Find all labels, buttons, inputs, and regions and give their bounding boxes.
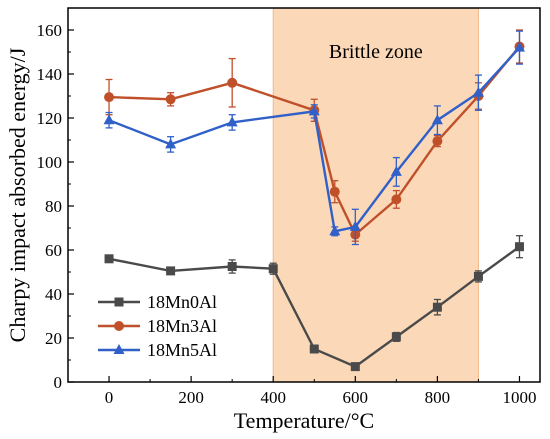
y-tick-label: 20 bbox=[45, 329, 62, 348]
y-tick-label: 0 bbox=[54, 373, 63, 392]
data-point bbox=[165, 94, 176, 105]
x-tick-label: 0 bbox=[105, 388, 114, 407]
x-tick-label: 600 bbox=[343, 388, 369, 407]
y-tick-label: 160 bbox=[37, 21, 63, 40]
y-axis-title: Charpy impact absorbed energy/J bbox=[5, 47, 30, 342]
x-axis-title: Temperature/°C bbox=[234, 408, 374, 433]
legend-label: 18Mn0Al bbox=[147, 292, 217, 312]
series-line-18mn3al bbox=[109, 45, 521, 237]
y-tick-label: 40 bbox=[45, 285, 62, 304]
data-point bbox=[104, 92, 115, 103]
data-point bbox=[268, 264, 278, 274]
data-point bbox=[329, 225, 341, 236]
x-tick-label: 1000 bbox=[502, 388, 536, 407]
y-tick-label: 80 bbox=[45, 197, 62, 216]
data-point bbox=[166, 266, 176, 276]
series-line-18mn5al bbox=[108, 46, 521, 233]
data-point bbox=[472, 86, 484, 97]
data-point bbox=[350, 362, 360, 372]
data-point bbox=[432, 136, 443, 147]
series-line-18mn0al bbox=[108, 245, 521, 368]
brittle-zone-label: Brittle zone bbox=[329, 41, 423, 63]
x-tick-label: 800 bbox=[425, 388, 451, 407]
data-point bbox=[391, 332, 401, 342]
data-point bbox=[391, 194, 402, 205]
data-point bbox=[165, 138, 177, 149]
data-point bbox=[309, 344, 319, 354]
legend-item-18mn0al: 18Mn0Al bbox=[98, 292, 217, 312]
data-point bbox=[308, 105, 320, 116]
data-point bbox=[226, 116, 238, 127]
data-point bbox=[227, 77, 238, 88]
data-point bbox=[473, 271, 483, 281]
x-tick-label: 400 bbox=[260, 388, 286, 407]
x-tick-label: 200 bbox=[178, 388, 204, 407]
legend-marker bbox=[113, 344, 125, 354]
series-18mn5al bbox=[103, 30, 525, 246]
y-tick-label: 100 bbox=[37, 153, 63, 172]
axis-layer: 0 200 400 600 800 1000 0 20 40 60 80 100 120 140 160 bbox=[37, 21, 537, 407]
brittle-zone-shading bbox=[272, 7, 479, 383]
data-point bbox=[227, 262, 237, 271]
legend-label: 18Mn3Al bbox=[147, 316, 217, 336]
data-point bbox=[390, 165, 402, 176]
data-point bbox=[329, 186, 340, 197]
y-tick-label: 60 bbox=[45, 241, 62, 260]
plot-frame bbox=[67, 7, 541, 383]
legend-item-18mn3al: 18Mn3Al bbox=[98, 316, 217, 336]
y-tick-label: 120 bbox=[37, 109, 63, 128]
data-point bbox=[432, 302, 442, 312]
data-point bbox=[514, 242, 524, 252]
legend-label: 18Mn5Al bbox=[147, 340, 217, 360]
series-18mn0al bbox=[104, 235, 524, 372]
series-layer bbox=[103, 29, 525, 372]
legend-item-18mn5al: 18Mn5Al bbox=[98, 340, 217, 360]
data-point bbox=[431, 114, 443, 125]
legend: 18Mn0Al 18Mn3Al 18Mn5Al bbox=[98, 292, 217, 360]
legend-marker bbox=[114, 297, 124, 307]
data-point bbox=[103, 114, 115, 125]
legend-marker bbox=[114, 321, 124, 331]
data-point bbox=[104, 254, 114, 264]
data-point bbox=[349, 220, 361, 231]
data-point bbox=[513, 41, 525, 52]
y-tick-label: 140 bbox=[37, 65, 63, 84]
